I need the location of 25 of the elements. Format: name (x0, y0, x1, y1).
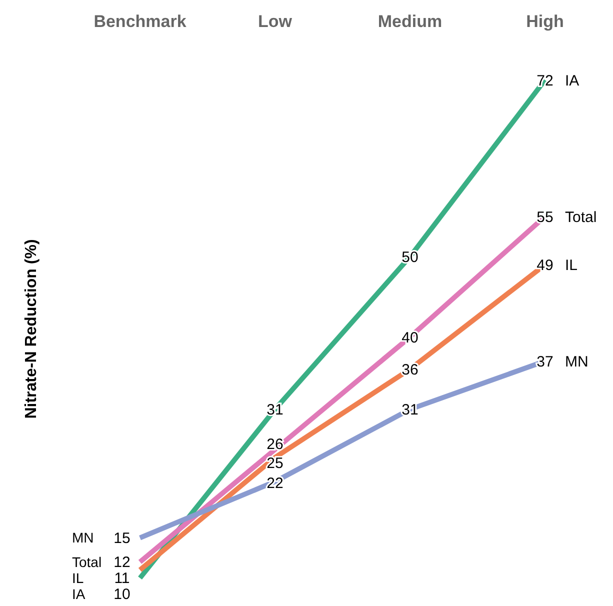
data-label: 15 (114, 530, 130, 548)
text: MN (72, 530, 94, 546)
text: Total (72, 554, 102, 570)
y-axis-title: Nitrate-N Reduction (%) (23, 239, 40, 419)
data-label: 36 (402, 361, 418, 378)
series-label: IL (565, 256, 578, 274)
series-label: IA (565, 72, 580, 90)
data-label: 22 (266, 474, 284, 492)
series-label: MN (565, 353, 588, 370)
data-label: 55 (536, 208, 554, 226)
text: IA (72, 586, 86, 602)
data-label: 40 (402, 329, 418, 346)
text: IL (72, 570, 84, 586)
data-label: 12 (114, 554, 130, 572)
data-label: 26 (266, 436, 284, 453)
data-label: 49 (536, 256, 554, 274)
series-label: Total (565, 208, 597, 226)
data-label: 10 (114, 586, 130, 604)
data-label: 37 (536, 353, 554, 370)
x-tick-label: High (526, 12, 564, 31)
x-tick-label: Benchmark (94, 12, 187, 31)
data-label: 72 (536, 72, 554, 90)
x-tick-label: Low (258, 12, 293, 31)
data-label: 11 (114, 570, 130, 588)
x-tick-label: Medium (378, 12, 442, 31)
